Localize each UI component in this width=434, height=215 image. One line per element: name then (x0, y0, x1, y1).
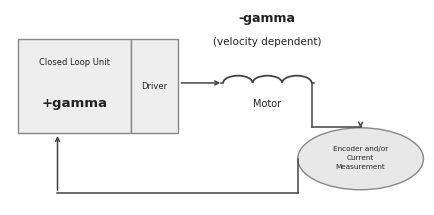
Text: Encoder and/or: Encoder and/or (332, 146, 387, 152)
Text: Closed Loop Unit: Closed Loop Unit (39, 58, 110, 67)
Bar (131, 39, 178, 133)
Text: (velocity dependent): (velocity dependent) (213, 37, 321, 47)
Text: Motor: Motor (253, 99, 281, 109)
Text: Measurement: Measurement (335, 164, 385, 170)
Text: +gamma: +gamma (41, 97, 107, 110)
Bar (18, 39, 131, 133)
Text: Current: Current (346, 155, 373, 161)
Text: Driver: Driver (141, 82, 167, 91)
Circle shape (297, 128, 422, 190)
Text: -gamma: -gamma (238, 12, 295, 25)
